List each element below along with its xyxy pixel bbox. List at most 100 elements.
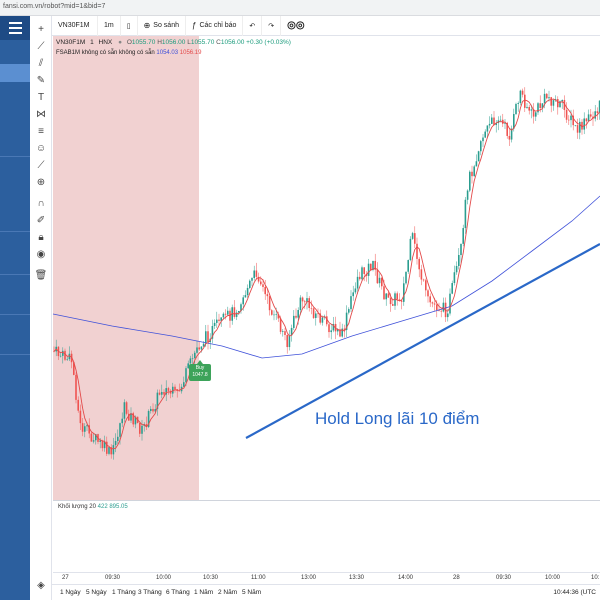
- candle-body: [235, 312, 238, 317]
- candle-body: [372, 260, 374, 271]
- candle-body: [165, 388, 167, 395]
- candle-body: [196, 347, 198, 353]
- brush-icon[interactable]: ✎: [36, 74, 46, 86]
- eye-icon[interactable]: ◉: [36, 248, 46, 260]
- candle-body: [306, 298, 308, 303]
- pattern-icon[interactable]: ⋈: [36, 108, 46, 120]
- lock-drawings-icon[interactable]: ✐: [36, 214, 46, 226]
- candle-body: [528, 106, 530, 111]
- candle-body: [317, 313, 319, 315]
- candle-body: [486, 125, 489, 132]
- candle-body: [205, 331, 207, 344]
- candle-body: [200, 346, 203, 350]
- candle-body: [480, 141, 482, 152]
- ma-fast-line: [53, 98, 600, 450]
- redo-button[interactable]: ↷: [262, 15, 282, 36]
- buy-marker[interactable]: Buy 1047.8: [189, 360, 211, 381]
- emoji-icon[interactable]: ☺: [35, 142, 47, 154]
- url-text[interactable]: fansi.com.vn/robot?mid=1&bid=7: [3, 3, 106, 10]
- layers-icon[interactable]: ◈: [37, 579, 45, 591]
- candle-body: [92, 440, 95, 442]
- candle-body: [158, 392, 161, 395]
- candle-body: [326, 316, 328, 325]
- candle-body: [99, 440, 101, 442]
- candle-body: [282, 331, 284, 332]
- candle-body: [134, 416, 137, 425]
- browser-address-bar[interactable]: fansi.com.vn/robot?mid=1&bid=7: [0, 0, 600, 16]
- candle-body: [255, 270, 258, 277]
- settings-dot-icon[interactable]: ●: [118, 39, 122, 46]
- candle-body: [539, 103, 541, 109]
- time-label: 09:30: [105, 575, 121, 581]
- symbol-search[interactable]: VN30F1M: [52, 15, 98, 36]
- candle-body: [187, 363, 189, 369]
- fib-icon[interactable]: ≡: [38, 125, 44, 137]
- interval-select[interactable]: 1m: [98, 15, 121, 36]
- range-1m[interactable]: 1 Tháng: [112, 589, 136, 596]
- candle-body: [427, 290, 429, 297]
- candle-body: [581, 121, 583, 130]
- candle-body: [537, 103, 539, 113]
- range-5d[interactable]: 5 Ngày: [86, 589, 107, 596]
- magnet-icon[interactable]: ∩: [37, 197, 45, 209]
- candle-style-button[interactable]: ▯: [121, 15, 138, 36]
- candle-body: [396, 293, 398, 300]
- candle-body: [207, 331, 209, 343]
- replay-button[interactable]: ◎◎: [281, 16, 310, 36]
- candle-body: [515, 103, 517, 115]
- candle-body: [290, 327, 293, 336]
- candle-body: [295, 315, 297, 318]
- zoom-icon[interactable]: ⊕: [36, 176, 46, 188]
- text-icon[interactable]: T: [37, 91, 45, 103]
- price-chart[interactable]: [52, 36, 600, 500]
- candle-body: [95, 434, 97, 441]
- legend-low-label: L: [187, 39, 191, 46]
- range-3m[interactable]: 3 Tháng: [138, 589, 162, 596]
- candle-body: [106, 441, 108, 454]
- range-5y[interactable]: 5 Năm: [242, 589, 262, 596]
- candle-body: [343, 328, 346, 331]
- candle-body: [284, 331, 286, 335]
- candle-body: [130, 413, 132, 421]
- chart-top-toolbar: VN30F1M 1m ▯ ⊕ So sánh ƒ Các chỉ báo ↶ ↷ ◎…: [52, 15, 600, 36]
- candle-body: [286, 334, 288, 348]
- candle-body: [574, 125, 577, 126]
- candle-body: [244, 295, 247, 298]
- candle-body: [458, 255, 460, 267]
- trash-icon[interactable]: 🗑︎: [34, 269, 48, 281]
- legend-symbol: VN30F1M: [56, 39, 86, 46]
- candle-body: [590, 114, 592, 117]
- candle-body: [224, 313, 227, 315]
- legend-change: +0.30 (+0.03%): [246, 39, 291, 46]
- candle-body: [532, 109, 535, 117]
- candle-body: [370, 263, 372, 271]
- trend-line[interactable]: [245, 243, 600, 439]
- candle-body: [123, 402, 126, 419]
- ruler-icon[interactable]: ⟋: [37, 159, 45, 171]
- compare-button[interactable]: ⊕ So sánh: [138, 15, 186, 36]
- candle-body: [75, 374, 77, 400]
- candle-body: [420, 269, 423, 280]
- range-6m[interactable]: 6 Tháng: [166, 589, 190, 596]
- menu-icon[interactable]: [0, 16, 30, 40]
- crosshair-icon[interactable]: +: [38, 23, 44, 35]
- sidebar-item-active[interactable]: [0, 64, 30, 82]
- candle-body: [400, 300, 403, 302]
- range-1y[interactable]: 1 Năm: [194, 589, 214, 596]
- legend-interval: 1: [90, 39, 94, 46]
- trend-line-icon[interactable]: ⟋: [37, 40, 45, 52]
- candle-body: [191, 358, 194, 359]
- time-label: 13:30: [349, 575, 365, 581]
- pitchfork-icon[interactable]: ⫽: [38, 57, 44, 69]
- lock-icon[interactable]: 🔒︎: [38, 231, 44, 243]
- annotation-text[interactable]: Hold Long lãi 10 điểm: [315, 409, 480, 428]
- range-2y[interactable]: 2 Năm: [218, 589, 238, 596]
- time-axis[interactable]: 27 09:30 10:00 10:30 11:00 13:00 13:30 1…: [53, 572, 600, 584]
- candle-body: [389, 297, 392, 305]
- undo-button[interactable]: ↶: [243, 15, 263, 36]
- candle-body: [570, 115, 572, 121]
- range-1d[interactable]: 1 Ngày: [60, 589, 81, 596]
- candle-body: [381, 277, 383, 287]
- indicators-button[interactable]: ƒ Các chỉ báo: [186, 15, 244, 36]
- candle-body: [154, 409, 156, 412]
